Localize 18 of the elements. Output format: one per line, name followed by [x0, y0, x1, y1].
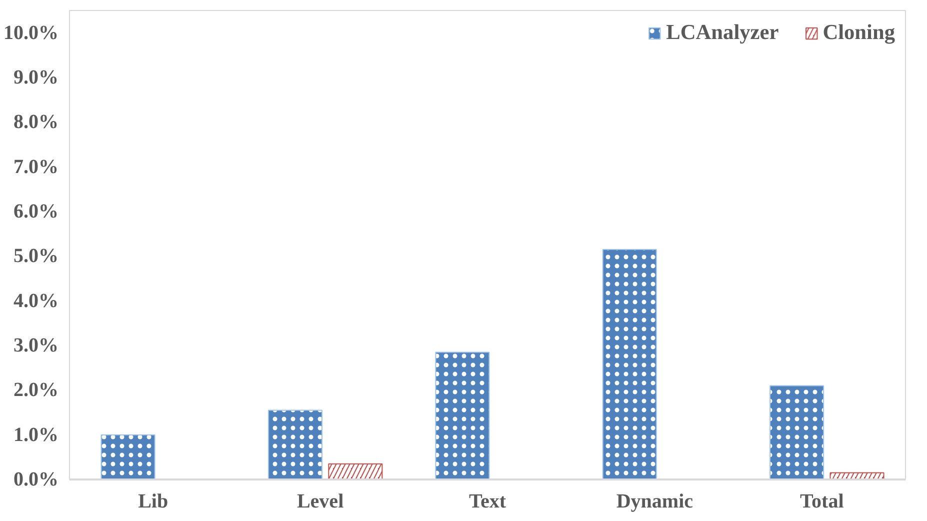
y-tick-label: 6.0% — [14, 200, 58, 222]
y-tick-label: 4.0% — [14, 290, 58, 312]
x-tick-label: Lib — [138, 490, 168, 512]
y-tick-label: 9.0% — [14, 66, 58, 88]
y-tick-label: 7.0% — [14, 156, 58, 178]
y-tick-label: 8.0% — [14, 111, 58, 134]
y-tick-label: 10.0% — [4, 22, 58, 44]
y-tick-label: 3.0% — [14, 334, 58, 356]
y-tick-label: 5.0% — [14, 245, 58, 268]
legend-label: LCAnalyzer — [666, 20, 779, 45]
x-tick-label: Dynamic — [616, 490, 694, 512]
y-tick-label: 2.0% — [14, 379, 58, 402]
y-tick-label: 1.0% — [14, 424, 58, 446]
x-tick-label: Total — [800, 490, 844, 512]
y-tick-label: 0.0% — [14, 468, 58, 490]
x-tick-label: Text — [468, 490, 506, 512]
legend-label: Cloning — [822, 20, 895, 45]
x-tick-label: Level — [296, 490, 344, 512]
